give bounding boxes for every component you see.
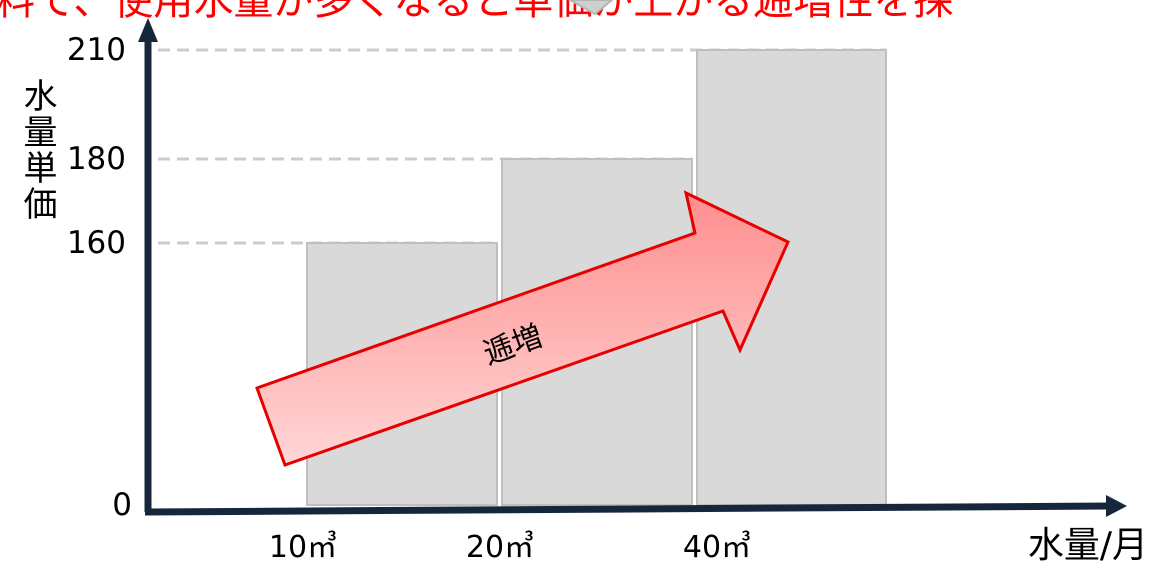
y-axis-arrowhead — [138, 18, 158, 42]
x-axis-arrowhead — [1106, 495, 1127, 517]
header-strip: 料で、使用水量が多くなると単価が上がる逓増性を採 — [0, 0, 953, 24]
x-category-label: 10㎥ — [269, 530, 337, 565]
y-tick-labels: 0 160 180 210 — [67, 32, 132, 523]
x-axis-line — [144, 502, 1111, 516]
y-tick-label: 160 — [67, 225, 126, 261]
x-category-label: 40㎥ — [683, 530, 751, 565]
y-tick-label: 210 — [67, 32, 126, 68]
y-tick-label: 180 — [67, 141, 126, 177]
x-category-labels: 10㎥ 20㎥ 40㎥ — [269, 530, 751, 565]
down-arrow-icon — [567, 0, 614, 16]
axes — [138, 18, 1127, 517]
trend-arrow: 逓増 — [255, 190, 790, 467]
y-axis-title: 水量単価 — [17, 78, 57, 222]
y-tick-label: 0 — [112, 487, 132, 523]
x-category-label: 20㎥ — [466, 530, 534, 565]
header-text: 料で、使用水量が多くなると単価が上がる逓増性を採 — [0, 0, 953, 24]
trend-arrow-shape — [255, 190, 790, 467]
x-axis-title: 水量/月 — [1028, 525, 1148, 565]
